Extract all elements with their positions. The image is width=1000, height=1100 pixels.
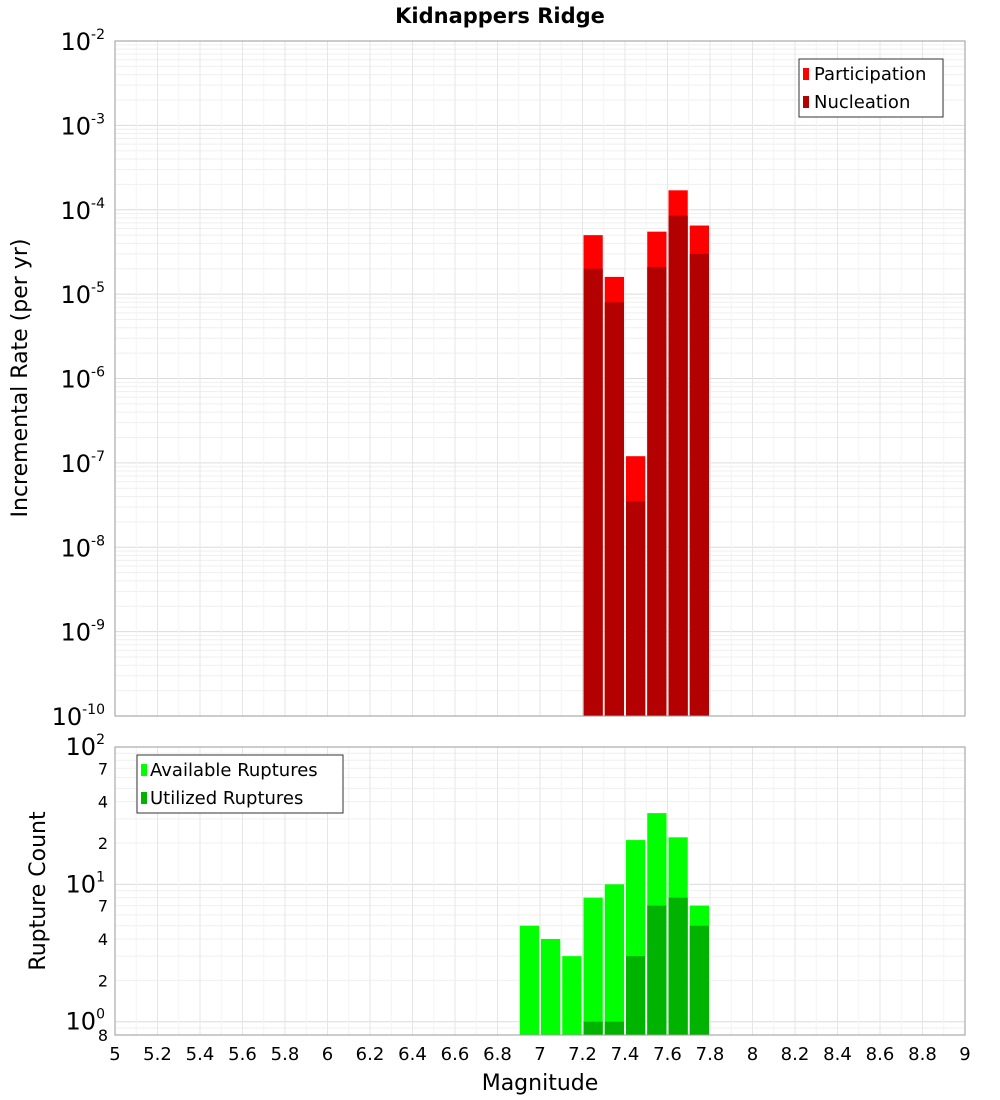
bottom-y-axis-label: Rupture Count — [26, 811, 51, 971]
top-legend-box — [798, 58, 944, 118]
y-tick-label: 10-10 — [52, 702, 105, 731]
bar-nucleation — [626, 501, 646, 716]
x-tick-label: 7.4 — [611, 1044, 640, 1065]
y-tick-label: 4 — [98, 930, 108, 949]
bar-available-ruptures — [519, 925, 539, 1035]
legend-label-utilized-ruptures: Utilized Ruptures — [150, 788, 303, 809]
bar-available-ruptures — [604, 884, 624, 1035]
bar-utilized-ruptures — [647, 905, 667, 1035]
bar-utilized-ruptures — [689, 925, 709, 1035]
x-axis-ticks: 5 5.2 5.4 5.6 5.8 6 6.2 6.4 6.6 6.8 7 7.2 7.4 7.6 7.8 8… — [109, 1044, 970, 1065]
x-tick-label: 8.6 — [866, 1044, 895, 1065]
y-tick-label: 102 — [66, 732, 105, 761]
y-tick-label: 8 — [98, 1026, 108, 1045]
x-tick-label: 5 — [109, 1044, 120, 1065]
x-tick-label: 5.2 — [143, 1044, 172, 1065]
x-tick-label: 5.6 — [228, 1044, 257, 1065]
x-tick-label: 7.8 — [696, 1044, 725, 1065]
x-tick-label: 6.4 — [398, 1044, 427, 1065]
x-tick-label: 8.8 — [908, 1044, 937, 1065]
bar-nucleation — [647, 266, 667, 716]
top-y-axis-ticks: 10-10 10-9 10-8 10-7 10-6 10-5 10-4 10-3 10-2 — [52, 27, 106, 731]
bar-nucleation — [668, 215, 688, 717]
y-tick-label: 101 — [66, 869, 105, 898]
x-tick-label: 6.8 — [483, 1044, 512, 1065]
top-plot-area — [114, 40, 966, 717]
top-y-axis-label: Incremental Rate (per yr) — [8, 239, 33, 518]
x-axis-label: Magnitude — [482, 1071, 599, 1096]
bottom-bars — [519, 813, 709, 1035]
y-tick-label: 10-7 — [60, 449, 105, 478]
bottom-legend: Available Ruptures Utilized Ruptures — [136, 754, 344, 814]
bottom-legend-box — [136, 754, 344, 814]
y-tick-label: 2 — [98, 971, 108, 990]
x-tick-label: 6.2 — [356, 1044, 385, 1065]
x-tick-label: 8 — [747, 1044, 758, 1065]
top-bars — [583, 190, 709, 717]
y-tick-label: 7 — [98, 759, 108, 778]
y-tick-label: 10-3 — [60, 111, 105, 140]
x-tick-label: 5.8 — [271, 1044, 300, 1065]
y-tick-label: 10-6 — [60, 365, 105, 394]
bar-utilized-ruptures — [626, 956, 646, 1035]
x-tick-label: 7.2 — [568, 1044, 597, 1065]
y-tick-label: 10-8 — [60, 533, 105, 562]
y-tick-label: 10-4 — [60, 196, 105, 225]
bar-utilized-ruptures — [604, 1021, 624, 1035]
legend-swatch-nucleation — [803, 96, 809, 108]
legend-label-nucleation: Nucleation — [814, 92, 910, 113]
x-tick-label: 7.6 — [653, 1044, 682, 1065]
top-legend: Participation Nucleation — [798, 58, 944, 118]
bar-nucleation — [583, 268, 603, 716]
bar-nucleation — [604, 302, 624, 716]
legend-swatch-utilized-ruptures — [141, 792, 147, 804]
top-gridlines — [115, 41, 965, 717]
bar-utilized-ruptures — [583, 1021, 603, 1035]
chart-title: Kidnappers Ridge — [395, 4, 605, 28]
x-tick-label: 7 — [534, 1044, 545, 1065]
bar-available-ruptures — [541, 939, 561, 1035]
legend-label-available-ruptures: Available Ruptures — [150, 760, 318, 781]
y-tick-label: 10-9 — [60, 618, 105, 647]
bar-available-ruptures — [583, 897, 603, 1035]
legend-label-participation: Participation — [814, 64, 926, 85]
legend-swatch-available-ruptures — [141, 764, 147, 776]
x-tick-label: 5.4 — [186, 1044, 215, 1065]
bottom-plot-border — [114, 746, 966, 1036]
x-tick-label: 8.4 — [823, 1044, 852, 1065]
y-tick-label: 4 — [98, 793, 108, 812]
x-tick-label: 8.2 — [781, 1044, 810, 1065]
y-tick-label: 100 — [66, 1007, 105, 1036]
x-tick-label: 6 — [322, 1044, 333, 1065]
y-tick-label: 2 — [98, 834, 108, 853]
y-tick-label: 10-5 — [60, 280, 105, 309]
top-plot-border — [114, 40, 966, 717]
y-tick-label: 10-2 — [60, 27, 105, 56]
bar-utilized-ruptures — [668, 897, 688, 1035]
x-tick-label: 9 — [959, 1044, 970, 1065]
y-tick-label: 7 — [98, 897, 108, 916]
x-tick-label: 6.6 — [441, 1044, 470, 1065]
bar-nucleation — [689, 253, 709, 716]
bar-available-ruptures — [562, 956, 582, 1035]
bottom-plot-area — [114, 746, 966, 1036]
legend-swatch-participation — [803, 68, 809, 80]
